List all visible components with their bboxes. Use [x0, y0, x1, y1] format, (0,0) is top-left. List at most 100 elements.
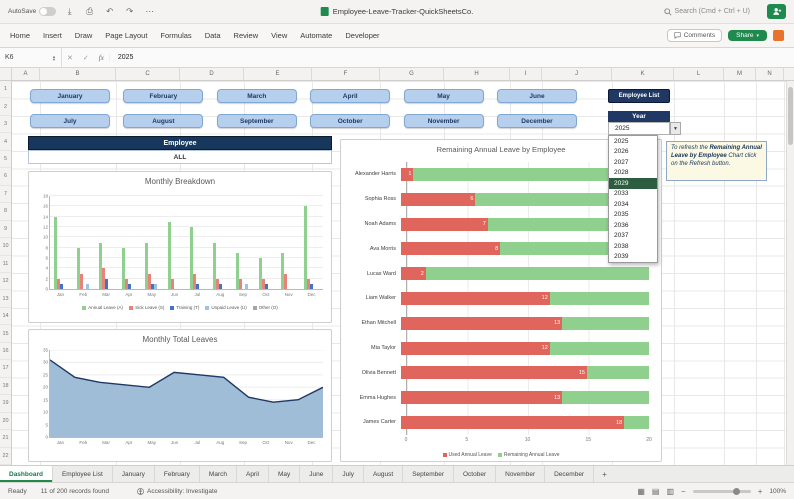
column-header-i[interactable]: I	[510, 68, 542, 80]
comments-button[interactable]: Comments	[666, 29, 723, 42]
column-header-k[interactable]: K	[612, 68, 674, 80]
sheet-tab-april[interactable]: April	[237, 466, 269, 482]
year-option-2035[interactable]: 2035	[614, 211, 629, 219]
autosave-control[interactable]: AutoSave	[8, 7, 57, 16]
row-header-13[interactable]: 13	[0, 290, 11, 308]
ribbon-tab-data[interactable]: Data	[204, 31, 221, 40]
search-control[interactable]: Search (Cmd + Ctrl + U)	[663, 7, 750, 16]
sheet-tab-february[interactable]: February	[155, 466, 200, 482]
column-header-e[interactable]: E	[244, 68, 312, 80]
year-select-value[interactable]: 2025	[608, 122, 670, 135]
name-box-stepper[interactable]: ▲ ▼	[52, 53, 56, 62]
undo-icon[interactable]: ↶	[106, 6, 114, 16]
column-header-c[interactable]: C	[116, 68, 180, 80]
year-option-2029[interactable]: 2029	[609, 178, 657, 189]
remaining-leave-chart[interactable]: Remaining Annual Leave by Employee Alexa…	[340, 139, 662, 462]
sheet-tab-june[interactable]: June	[300, 466, 334, 482]
share-quick-button[interactable]	[767, 4, 786, 19]
column-header-h[interactable]: H	[444, 68, 510, 80]
column-header-o[interactable]: O	[784, 68, 794, 80]
sheet-tab-employee-list[interactable]: Employee List	[53, 466, 113, 482]
row-header-12[interactable]: 12	[0, 273, 11, 291]
year-option-2033[interactable]: 2033	[614, 190, 629, 198]
month-button-november[interactable]: November	[403, 114, 484, 128]
year-option-2026[interactable]: 2026	[614, 148, 629, 156]
row-header-1[interactable]: 1	[0, 81, 11, 99]
ribbon-tab-automate[interactable]: Automate	[300, 31, 333, 40]
zoom-out-icon[interactable]: −	[681, 486, 686, 496]
month-button-may[interactable]: May	[403, 89, 484, 103]
normal-view-icon[interactable]: ▦	[637, 486, 645, 496]
save-icon[interactable]: ⤓	[67, 6, 72, 16]
column-header-m[interactable]: M	[724, 68, 756, 80]
ribbon-tab-draw[interactable]: Draw	[74, 31, 93, 40]
employee-filter-value[interactable]: ALL	[28, 150, 332, 164]
row-header-2[interactable]: 2	[0, 98, 11, 116]
year-dropdown-arrow-icon[interactable]: ▼	[670, 122, 681, 135]
column-header-b[interactable]: B	[40, 68, 116, 80]
ribbon-tab-page-layout[interactable]: Page Layout	[105, 31, 148, 40]
column-header-f[interactable]: F	[312, 68, 380, 80]
column-header-l[interactable]: L	[674, 68, 724, 80]
row-header-14[interactable]: 14	[0, 308, 11, 326]
month-button-february[interactable]: February	[123, 89, 204, 103]
more-commands-icon[interactable]: ⋯	[145, 6, 154, 16]
month-button-april[interactable]: April	[310, 89, 391, 103]
month-button-july[interactable]: July	[30, 114, 110, 128]
sheet-tab-dashboard[interactable]: Dashboard	[0, 466, 53, 482]
sheet-tab-january[interactable]: January	[113, 466, 155, 482]
ribbon-tab-view[interactable]: View	[271, 31, 288, 40]
column-header-d[interactable]: D	[180, 68, 244, 80]
year-option-2025[interactable]: 2025	[614, 137, 629, 145]
row-header-11[interactable]: 11	[0, 256, 11, 273]
month-button-march[interactable]: March	[216, 89, 297, 103]
name-box[interactable]: K6 ▲ ▼	[0, 48, 62, 67]
row-header-15[interactable]: 15	[0, 325, 11, 343]
column-header-n[interactable]: N	[756, 68, 784, 80]
ribbon-tab-developer[interactable]: Developer	[345, 31, 380, 40]
zoom-in-icon[interactable]: +	[757, 486, 763, 496]
column-header-j[interactable]: J	[542, 68, 612, 80]
ribbon-tab-review[interactable]: Review	[233, 31, 259, 40]
row-header-8[interactable]: 8	[0, 203, 11, 221]
row-header-22[interactable]: 22	[0, 448, 11, 465]
sheet-tab-march[interactable]: March	[200, 466, 237, 482]
row-header-9[interactable]: 9	[0, 221, 11, 239]
year-option-2036[interactable]: 2036	[614, 221, 629, 229]
year-option-2027[interactable]: 2027	[614, 158, 629, 166]
year-option-2039[interactable]: 2039	[614, 253, 629, 261]
row-header-17[interactable]: 17	[0, 360, 11, 378]
share-button[interactable]: Share ▾	[728, 30, 767, 41]
insert-function-icon[interactable]: fx	[94, 53, 110, 62]
month-button-august[interactable]: August	[123, 114, 204, 128]
sheet-tab-august[interactable]: August	[364, 466, 404, 482]
autosave-toggle[interactable]	[39, 7, 57, 16]
zoom-slider[interactable]	[692, 487, 751, 495]
sidebar-toggle-icon[interactable]	[773, 30, 784, 41]
formula-input[interactable]: 2025	[117, 54, 134, 61]
year-option-2028[interactable]: 2028	[614, 169, 629, 177]
sheet-tab-november[interactable]: November	[496, 466, 546, 482]
column-header-g[interactable]: G	[380, 68, 444, 80]
month-button-december[interactable]: December	[497, 114, 577, 128]
row-header-10[interactable]: 10	[0, 238, 11, 256]
sheet-tab-september[interactable]: September	[403, 466, 454, 482]
monthly-breakdown-chart[interactable]: Monthly Breakdown 0 2 4 6 8 10 12 14 16 18 Jan Feb…	[28, 171, 332, 323]
month-button-september[interactable]: September	[216, 114, 297, 128]
row-header-7[interactable]: 7	[0, 186, 11, 204]
sheet-tab-july[interactable]: July	[333, 466, 364, 482]
vertical-scrollbar[interactable]	[786, 81, 794, 465]
select-all-corner[interactable]	[0, 68, 12, 80]
sheet-tab-may[interactable]: May	[269, 466, 301, 482]
row-header-5[interactable]: 5	[0, 151, 11, 169]
page-layout-view-icon[interactable]: ▤	[651, 486, 660, 496]
row-header-16[interactable]: 16	[0, 343, 11, 361]
sheet-tab-october[interactable]: October	[454, 466, 497, 482]
row-header-20[interactable]: 20	[0, 413, 11, 431]
ribbon-tab-insert[interactable]: Insert	[43, 31, 62, 40]
row-header-19[interactable]: 19	[0, 395, 11, 413]
grid-canvas[interactable]: Employee List Year 2025 ▼ 2025 2026 2027 20…	[12, 81, 794, 465]
enter-icon[interactable]: ✓	[82, 54, 89, 62]
row-header-4[interactable]: 4	[0, 133, 11, 151]
monthly-total-chart[interactable]: Monthly Total Leaves 0 5 10 15 20 25 30 35 Jan F…	[28, 329, 332, 462]
